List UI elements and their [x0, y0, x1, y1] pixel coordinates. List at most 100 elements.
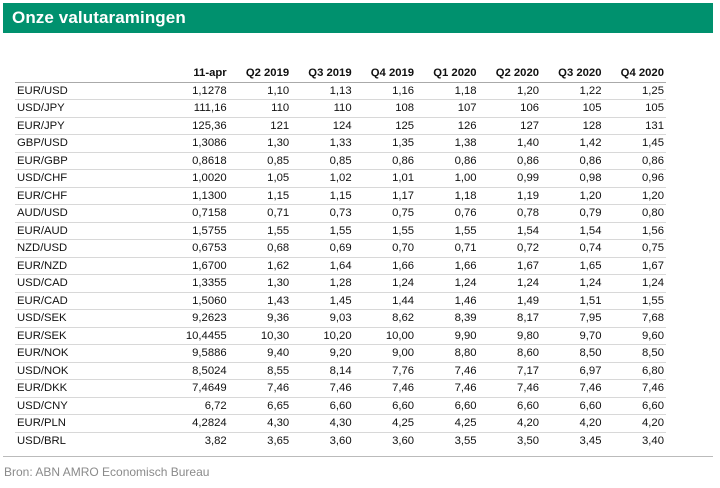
rate-cell: 7,46	[478, 379, 542, 398]
rate-cell: 9,90	[416, 327, 479, 345]
rate-cell: 0,71	[228, 204, 292, 223]
rate-cell: 8,17	[478, 309, 542, 328]
rate-cell: 1,20	[541, 187, 604, 205]
rate-cell: 1,24	[416, 274, 479, 293]
rate-cell: 1,00	[416, 169, 479, 188]
rate-cell: 1,15	[291, 187, 354, 205]
header-bar: Onze valutaramingen	[3, 3, 713, 33]
rate-cell: 1,44	[353, 292, 417, 310]
table-row: EUR/DKK 7,4649 7,46 7,46 7,46 7,46 7,46 7,46 7,4…	[15, 379, 666, 398]
rate-cell: 8,62	[353, 309, 417, 328]
table-row: EUR/NZD 1,6700 1,62 1,64 1,66 1,66 1,67 1,65 1,6…	[15, 257, 666, 275]
currency-pair-cell: EUR/CHF	[15, 187, 152, 205]
rate-cell: 111,16	[151, 99, 229, 118]
rate-cell: 105	[603, 99, 666, 118]
rate-cell: 9,2623	[151, 309, 229, 328]
rate-cell: 9,80	[478, 327, 542, 345]
rate-cell: 0,86	[603, 152, 666, 170]
rate-cell: 8,60	[478, 344, 542, 363]
table-row: USD/SEK 9,2623 9,36 9,03 8,62 8,39 8,17 7,95 7,6…	[15, 309, 666, 328]
rate-cell: 8,39	[416, 309, 479, 328]
rate-cell: 7,46	[603, 379, 666, 398]
rate-cell: 1,3086	[151, 134, 229, 153]
rate-cell: 8,50	[541, 344, 604, 363]
rate-cell: 126	[416, 117, 479, 135]
rate-cell: 1,24	[541, 274, 604, 293]
rate-cell: 1,40	[478, 134, 542, 153]
rate-cell: 121	[228, 117, 292, 135]
rate-cell: 110	[228, 99, 292, 118]
rate-cell: 124	[291, 117, 354, 135]
rate-cell: 1,55	[291, 222, 354, 240]
rate-cell: 0,70	[353, 239, 417, 258]
rate-cell: 6,97	[541, 362, 604, 380]
currency-pair-cell: EUR/USD	[15, 82, 152, 100]
currency-pair-cell: USD/CHF	[15, 169, 152, 188]
rate-cell: 1,51	[541, 292, 604, 310]
rate-cell: 6,60	[291, 397, 354, 415]
rate-cell: 1,1278	[151, 82, 229, 100]
rate-cell: 1,46	[416, 292, 479, 310]
rate-cell: 3,60	[392, 434, 415, 447]
rate-cell: 0,85	[291, 152, 354, 170]
rate-cell: 1,33	[291, 134, 354, 153]
rate-cell: 1,20	[603, 187, 666, 205]
rate-cell: 0,73	[291, 204, 354, 223]
rate-cell: 127	[478, 117, 542, 135]
rate-cell: 7,76	[353, 362, 417, 380]
rate-cell: 4,20	[541, 414, 604, 433]
rate-cell: 1,1300	[151, 187, 229, 205]
table-row: EUR/JPY 125,36 121 124 125 126 127 128 131	[15, 117, 666, 135]
rate-cell: 1,35	[353, 134, 417, 153]
rate-cell: 0,76	[416, 204, 479, 223]
column-header: Q2 2020	[478, 65, 542, 83]
currency-pair-cell: USD/SEK	[15, 309, 152, 328]
rate-cell: 1,55	[416, 222, 479, 240]
currency-pair-cell: EUR/NOK	[15, 344, 152, 363]
rate-cell: 1,6700	[151, 257, 229, 275]
rate-cell: 0,7158	[151, 204, 229, 223]
rate-cell: 0,74	[541, 239, 604, 258]
currency-pair-cell: EUR/PLN	[15, 414, 152, 433]
currency-pair-cell: USD/CNY	[15, 397, 152, 415]
rate-cell: 3,60	[329, 434, 352, 447]
table-row: EUR/CAD 1,5060 1,43 1,45 1,44 1,46 1,49 1,51 1,5…	[15, 292, 666, 310]
currency-pair-cell: EUR/AUD	[15, 222, 152, 240]
table-row: USD/NOK 8,5024 8,55 8,14 7,76 7,46 7,17 6,97 6,8…	[15, 362, 666, 380]
rate-cell: 1,49	[478, 292, 542, 310]
rate-cell: 1,13	[291, 82, 354, 100]
rate-cell: 0,86	[416, 152, 479, 170]
rate-cell: 10,30	[228, 327, 292, 345]
currency-pair-cell: EUR/CAD	[15, 292, 152, 310]
column-header: 11-apr	[151, 65, 229, 83]
rate-cell: 4,2824	[151, 414, 229, 433]
rate-cell: 7,46	[291, 379, 354, 398]
column-header: Q3 2019	[291, 65, 354, 83]
rate-cell: 1,28	[291, 274, 354, 293]
rate-cell: 0,80	[603, 204, 666, 223]
rate-cell: 6,60	[353, 397, 417, 415]
rate-cell: 106	[478, 99, 542, 118]
table-row: USD/CHF 1,0020 1,05 1,02 1,01 1,00 0,99 0,98 0,9…	[15, 169, 666, 188]
table-row: USD/BRL 3,82 3,65 3,60 3,60 3,55 3,50 3,45 3,40	[15, 432, 666, 449]
rate-cell: 8,80	[416, 344, 479, 363]
rate-cell: 9,70	[541, 327, 604, 345]
rate-cell: 3,40	[642, 434, 664, 447]
table-row: USD/CAD 1,3355 1,30 1,28 1,24 1,24 1,24 1,24 1,2…	[15, 274, 666, 293]
rate-cell: 0,86	[353, 152, 417, 170]
rate-cell: 1,24	[478, 274, 542, 293]
rate-cell: 1,56	[603, 222, 666, 240]
rate-cell: 0,75	[603, 239, 666, 258]
column-header-pair	[15, 65, 152, 83]
rate-cell: 1,45	[291, 292, 354, 310]
rate-cell: 6,80	[603, 362, 666, 380]
table-row: NZD/USD 0,6753 0,68 0,69 0,70 0,71 0,72 0,74 0,7…	[15, 239, 666, 258]
currency-pair-cell: NZD/USD	[15, 239, 152, 258]
currency-pair-cell: EUR/NZD	[15, 257, 152, 275]
rate-cell: 1,20	[478, 82, 542, 100]
rate-cell: 0,86	[541, 152, 604, 170]
rate-cell: 0,75	[353, 204, 417, 223]
rate-cell: 10,00	[353, 327, 417, 345]
rate-cell: 1,16	[353, 82, 417, 100]
rate-cell: 1,18	[416, 82, 479, 100]
